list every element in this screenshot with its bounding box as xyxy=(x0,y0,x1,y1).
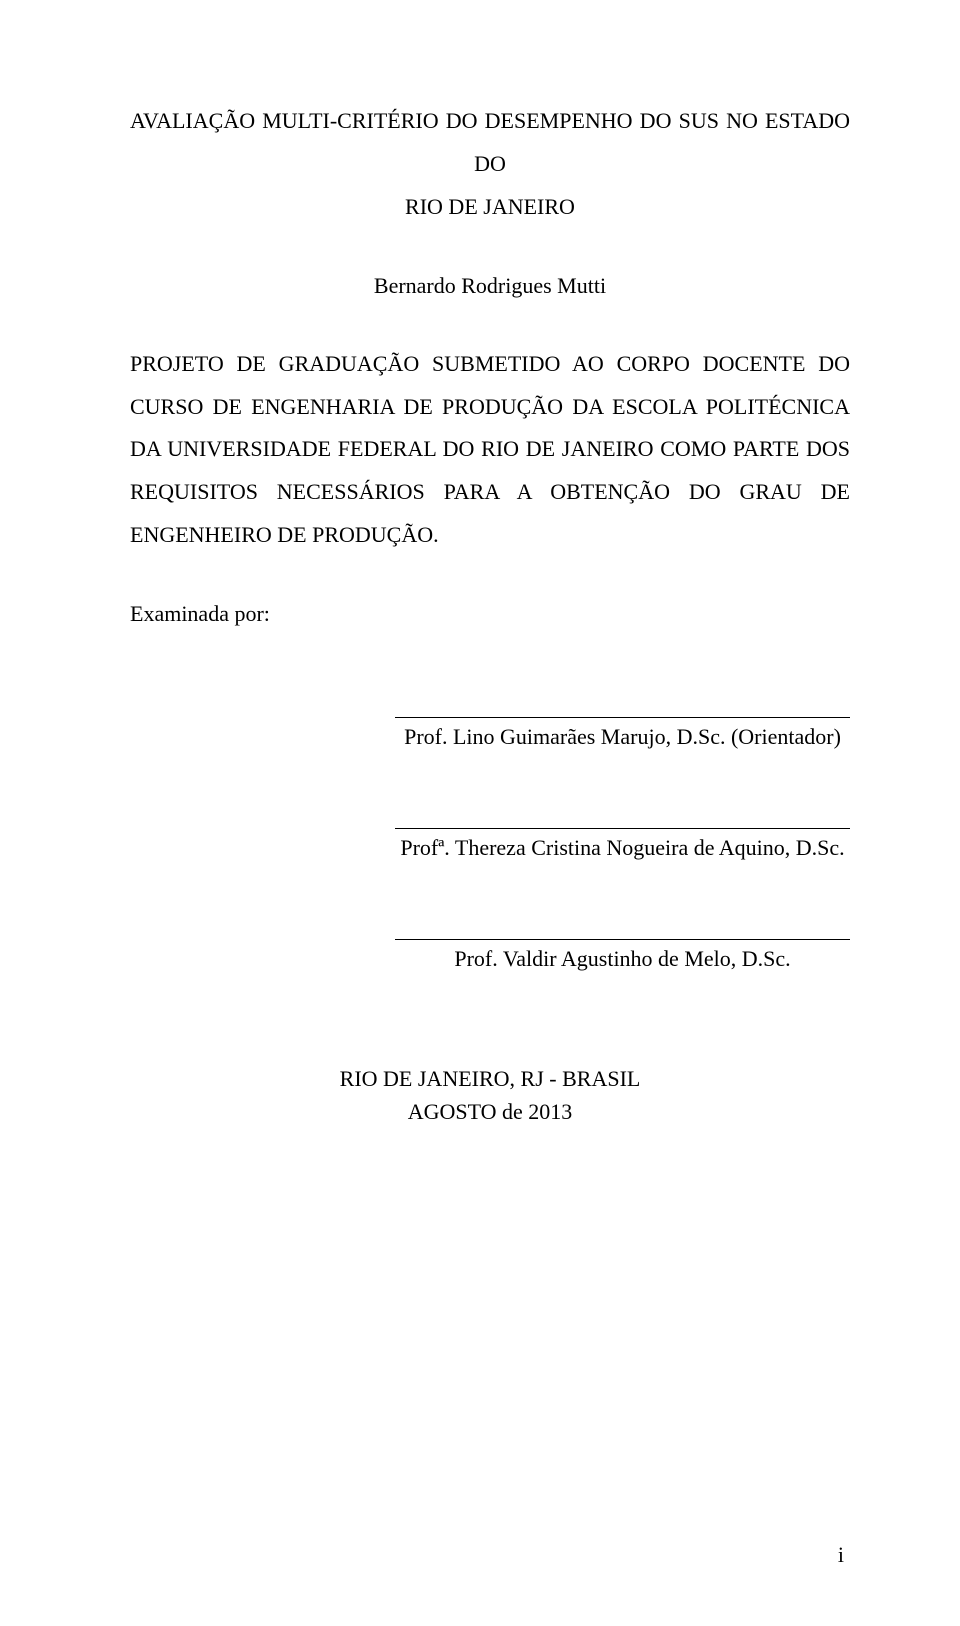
signature-line xyxy=(395,939,850,940)
signature-line xyxy=(395,717,850,718)
author-name: Bernardo Rodrigues Mutti xyxy=(130,273,850,299)
document-title: AVALIAÇÃO MULTI-CRITÉRIO DO DESEMPENHO D… xyxy=(130,100,850,229)
signature-name: Prof. Valdir Agustinho de Melo, D.Sc. xyxy=(395,946,850,972)
signature-name: Prof. Lino Guimarães Marujo, D.Sc. (Orie… xyxy=(395,724,850,750)
examined-by-label: Examinada por: xyxy=(130,601,850,627)
submission-paragraph: PROJETO DE GRADUAÇÃO SUBMETIDO AO CORPO … xyxy=(130,343,850,557)
title-line-1: AVALIAÇÃO MULTI-CRITÉRIO DO DESEMPENHO D… xyxy=(130,100,850,186)
page-number: i xyxy=(838,1542,844,1568)
footer-location: RIO DE JANEIRO, RJ - BRASIL xyxy=(130,1062,850,1095)
signature-name: Profª. Thereza Cristina Nogueira de Aqui… xyxy=(395,835,850,861)
signature-block-2: Profª. Thereza Cristina Nogueira de Aqui… xyxy=(395,828,850,861)
title-line-2: RIO DE JANEIRO xyxy=(130,186,850,229)
signature-line xyxy=(395,828,850,829)
signature-block-1: Prof. Lino Guimarães Marujo, D.Sc. (Orie… xyxy=(395,717,850,750)
signature-block-3: Prof. Valdir Agustinho de Melo, D.Sc. xyxy=(395,939,850,972)
footer-date: AGOSTO de 2013 xyxy=(130,1095,850,1128)
footer: RIO DE JANEIRO, RJ - BRASIL AGOSTO de 20… xyxy=(130,1062,850,1128)
